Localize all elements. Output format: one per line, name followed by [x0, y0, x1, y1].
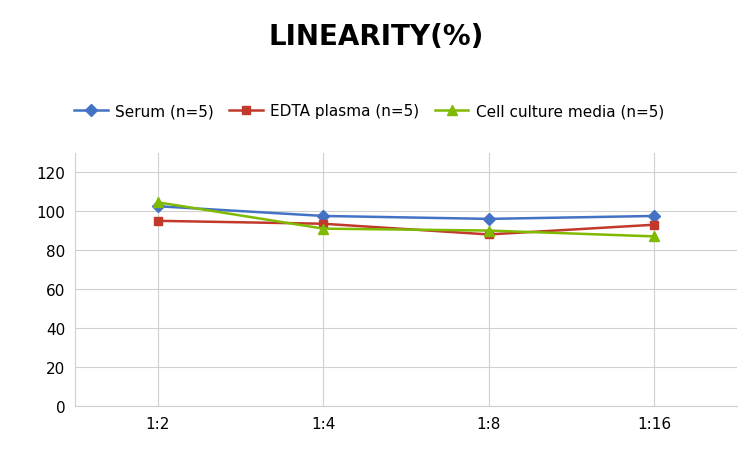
EDTA plasma (n=5) [484, 232, 493, 238]
EDTA plasma (n=5) [153, 219, 162, 224]
Cell culture media (n=5) [650, 234, 659, 239]
EDTA plasma (n=5) [650, 222, 659, 228]
Cell culture media (n=5) [153, 200, 162, 206]
Line: Cell culture media (n=5): Cell culture media (n=5) [153, 198, 659, 242]
Legend: Serum (n=5), EDTA plasma (n=5), Cell culture media (n=5): Serum (n=5), EDTA plasma (n=5), Cell cul… [68, 98, 671, 125]
Cell culture media (n=5) [319, 226, 328, 232]
EDTA plasma (n=5) [319, 221, 328, 227]
Serum (n=5) [153, 204, 162, 209]
Serum (n=5) [484, 216, 493, 222]
Serum (n=5) [319, 214, 328, 219]
Line: EDTA plasma (n=5): EDTA plasma (n=5) [153, 217, 659, 239]
Text: LINEARITY(%): LINEARITY(%) [268, 23, 484, 51]
Cell culture media (n=5) [484, 228, 493, 234]
Serum (n=5) [650, 214, 659, 219]
Line: Serum (n=5): Serum (n=5) [153, 202, 659, 224]
